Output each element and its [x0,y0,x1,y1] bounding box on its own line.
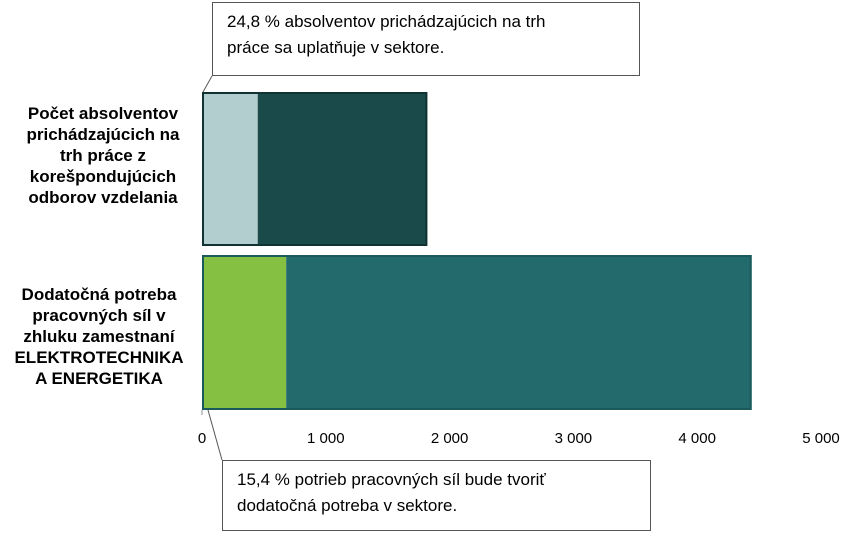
category-label-graduates: Počet absolventov prichádzajúcich na trh… [8,103,198,208]
x-tick-label: 4 000 [678,430,716,447]
callout-line: 15,4 % potrieb pracovných síl bude tvori… [237,470,546,489]
bar-2-segment-2 [286,255,752,410]
category-label-line: trh práce z [60,146,146,165]
category-label-line: Počet absolventov [27,104,179,123]
callout-demand: 15,4 % potrieb pracovných síl bude tvori… [222,460,651,531]
callout-1-leader [202,75,213,93]
category-label-line: A ENERGETIKA [35,369,163,388]
category-label-demand: Dodatočná potreba pracovných síl v zhluk… [4,284,194,389]
category-label-line: pracovných síl v [32,306,166,325]
callout-2-leader [207,409,223,461]
category-label-line: odborov vzdelania [28,188,178,207]
x-tick-label: 1 000 [307,430,345,447]
bar-2-segment-1 [202,255,287,410]
callout-graduates: 24,8 % absolventov prichádzajúcich na tr… [212,2,640,76]
bar-2-outline [202,255,752,410]
category-label-line: prichádzajúcich na [26,125,180,144]
category-label-line: Dodatočná potreba [21,285,177,304]
category-label-line: zhluku zamestnaní [23,327,175,346]
x-tick-label: 0 [197,430,207,447]
category-label-line: korešpondujúcich [29,167,177,186]
x-tick-label: 5 000 [802,430,840,447]
category-label-line: ELEKTROTECHNIKA [14,348,184,367]
callout-line: práce sa uplatňuje v sektore. [227,38,445,57]
callout-line: dodatočná potreba v sektore. [237,496,458,515]
callout-line: 24,8 % absolventov prichádzajúcich na tr… [227,12,546,31]
x-tick-label: 3 000 [554,430,593,447]
bar-1-outline [202,92,428,246]
x-tick-label: 2 000 [430,430,469,447]
bar-1-segment-1 [202,92,258,246]
bar-1-segment-2 [257,92,428,246]
